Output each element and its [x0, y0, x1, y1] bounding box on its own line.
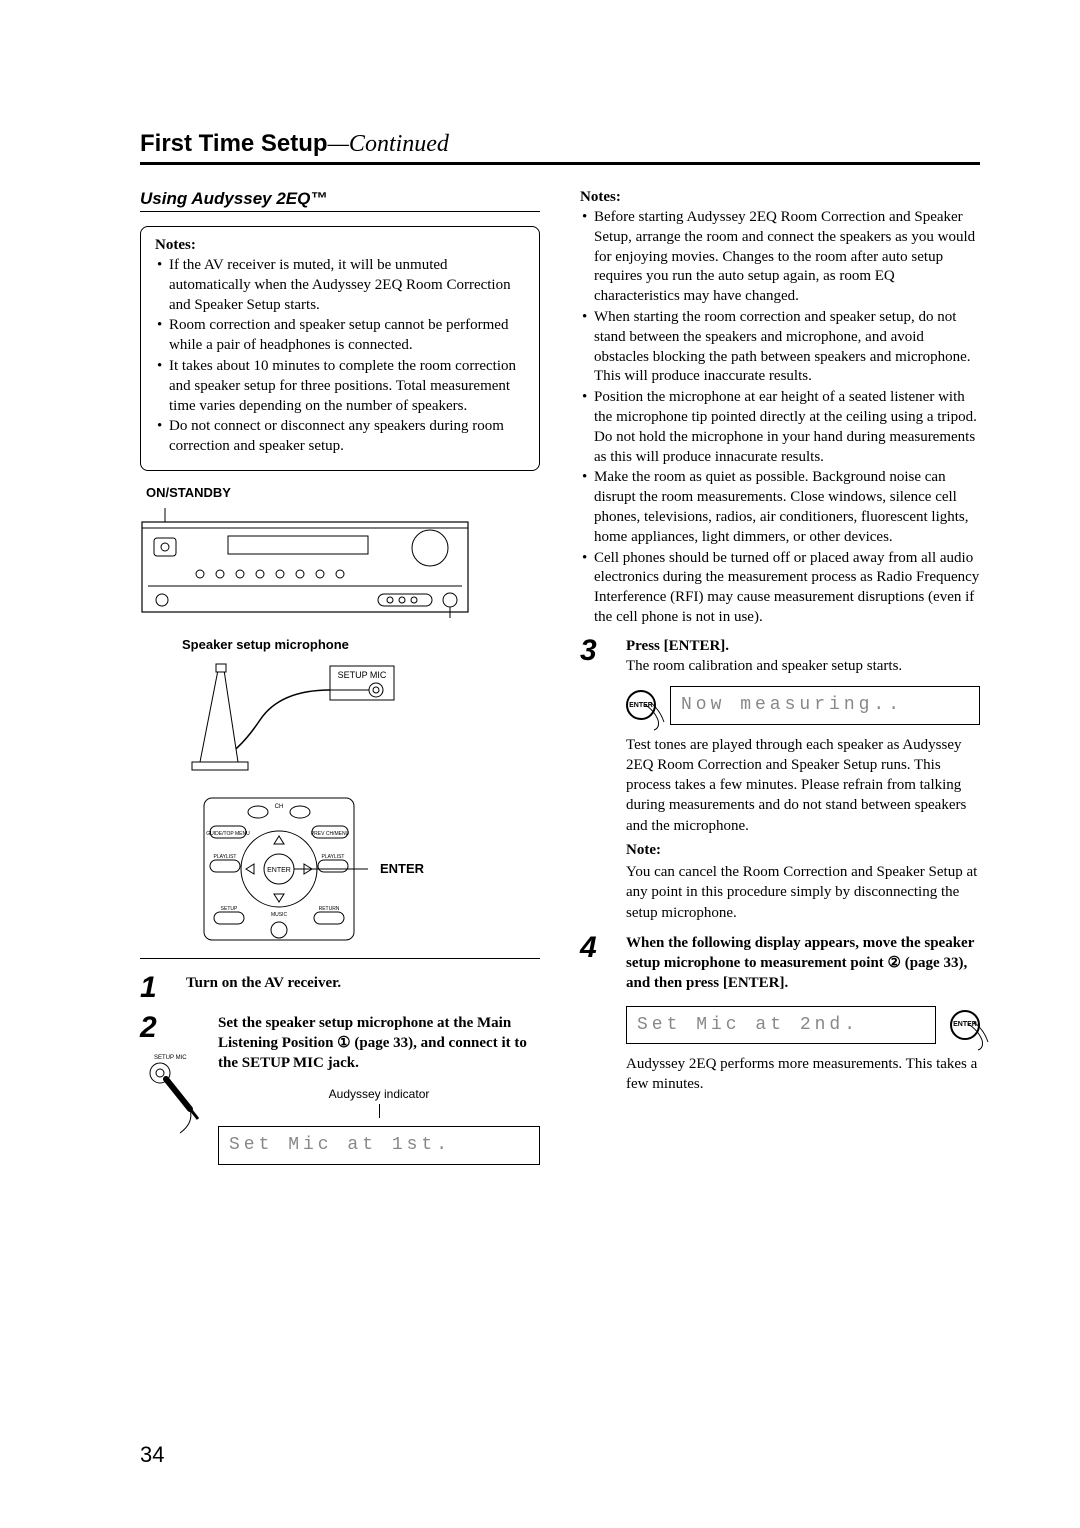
step-number: 2 — [140, 1013, 200, 1043]
remote-dpad-icon: CH GUIDE/TOP MENU PREV CH/MENU PLAYLIST … — [200, 794, 370, 944]
page-header: First Time Setup —Continued — [140, 130, 980, 158]
lcd-text: Set Mic at 2nd. — [637, 1015, 859, 1035]
list-item: Do not connect or disconnect any speaker… — [155, 417, 525, 457]
list-item: When starting the room correction and sp… — [580, 308, 980, 387]
step-heading: Set the speaker setup microphone at the … — [218, 1015, 527, 1072]
notes-box-left: Notes: If the AV receiver is muted, it w… — [140, 226, 540, 471]
section-rule — [140, 211, 540, 212]
enter-press-icon: ENTER — [626, 690, 656, 720]
list-item: Before starting Audyssey 2EQ Room Correc… — [580, 208, 980, 307]
notes-list-right: Before starting Audyssey 2EQ Room Correc… — [580, 208, 980, 628]
speaker-mic-label: Speaker setup microphone — [182, 637, 540, 652]
content-columns: Using Audyssey 2EQ™ Notes: If the AV rec… — [140, 189, 980, 1175]
step-heading: Press [ENTER]. — [626, 636, 980, 656]
list-item: It takes about 10 minutes to complete th… — [155, 357, 525, 416]
notes-label: Notes: — [155, 237, 525, 254]
lcd-row: Set Mic at 2nd. ENTER — [626, 1006, 980, 1044]
lcd-text: Set Mic at 1st. — [229, 1135, 451, 1155]
list-item: Room correction and speaker setup cannot… — [155, 316, 525, 356]
svg-text:RETURN: RETURN — [319, 906, 340, 912]
svg-text:ENTER: ENTER — [267, 867, 291, 874]
svg-text:PREV CH/MENU: PREV CH/MENU — [311, 831, 350, 837]
lcd-display: Set Mic at 2nd. — [626, 1006, 936, 1044]
step-1: 1 Turn on the AV receiver. — [140, 973, 540, 1003]
step-number: 3 — [580, 636, 608, 923]
svg-text:SETUP MIC: SETUP MIC — [338, 670, 387, 680]
step-2: 2 SETUP MIC Set the speaker setup microp… — [140, 1013, 540, 1165]
mic-diagram: SETUP MIC — [140, 660, 540, 780]
step-text: The room calibration and speaker setup s… — [626, 656, 980, 676]
remote-diagram: CH GUIDE/TOP MENU PREV CH/MENU PLAYLIST … — [140, 794, 540, 944]
step-heading: When the following display appears, move… — [626, 933, 980, 994]
svg-text:CH: CH — [275, 804, 284, 810]
steps-rule — [140, 958, 540, 959]
page-number: 34 — [140, 1442, 164, 1468]
mic-plug-icon: SETUP MIC — [140, 1049, 200, 1139]
microphone-icon: SETUP MIC — [180, 660, 410, 780]
svg-text:MUSIC: MUSIC — [271, 912, 288, 918]
enter-press-icon: ENTER — [950, 1010, 980, 1040]
svg-text:GUIDE/TOP MENU: GUIDE/TOP MENU — [206, 831, 250, 837]
step-text: You can cancel the Room Correction and S… — [626, 862, 980, 923]
page-title: First Time Setup — [140, 130, 328, 158]
step-heading: Turn on the AV receiver. — [186, 975, 341, 991]
lcd-display: Set Mic at 1st. — [218, 1126, 540, 1164]
lcd-display: Now measuring.. — [670, 686, 980, 724]
left-column: Using Audyssey 2EQ™ Notes: If the AV rec… — [140, 189, 540, 1175]
audyssey-indicator-label: Audyssey indicator — [329, 1087, 430, 1101]
page-subtitle: —Continued — [328, 131, 449, 158]
list-item: If the AV receiver is muted, it will be … — [155, 256, 525, 315]
step-text: Test tones are played through each speak… — [626, 735, 980, 836]
enter-label: ENTER — [380, 861, 424, 876]
svg-text:PLAYLIST: PLAYLIST — [322, 854, 345, 860]
step-number: 1 — [140, 973, 168, 1003]
indicator-line-icon — [379, 1104, 380, 1118]
svg-text:SETUP: SETUP — [221, 906, 238, 912]
list-item: Position the microphone at ear height of… — [580, 388, 980, 467]
step-4: 4 When the following display appears, mo… — [580, 933, 980, 1095]
receiver-diagram — [140, 508, 540, 623]
step-3: 3 Press [ENTER]. The room calibration an… — [580, 636, 980, 923]
notes-label: Notes: — [580, 189, 980, 206]
receiver-icon — [140, 508, 470, 618]
lcd-row: ENTER Now measuring.. — [626, 686, 980, 724]
svg-text:SETUP MIC: SETUP MIC — [154, 1055, 187, 1061]
section-title: Using Audyssey 2EQ™ — [140, 189, 540, 209]
step-text: Audyssey 2EQ performs more measurements.… — [626, 1054, 980, 1095]
notes-list-left: If the AV receiver is muted, it will be … — [155, 256, 525, 457]
svg-text:PLAYLIST: PLAYLIST — [214, 854, 237, 860]
on-standby-label: ON/STANDBY — [146, 485, 540, 500]
step-number: 4 — [580, 933, 608, 1095]
right-column: Notes: Before starting Audyssey 2EQ Room… — [580, 189, 980, 1175]
list-item: Make the room as quiet as possible. Back… — [580, 468, 980, 547]
header-rule — [140, 162, 980, 165]
lcd-text: Now measuring.. — [681, 695, 903, 715]
note-label: Note: — [626, 840, 980, 860]
list-item: Cell phones should be turned off or plac… — [580, 549, 980, 628]
